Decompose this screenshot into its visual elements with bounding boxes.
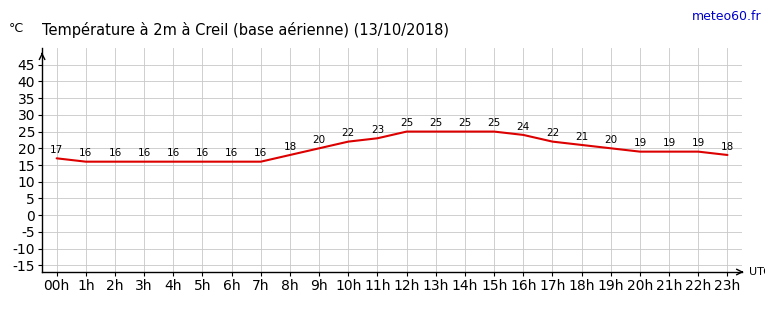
Text: 17: 17 <box>50 145 63 155</box>
Text: 25: 25 <box>429 118 442 128</box>
Text: 20: 20 <box>604 135 617 145</box>
Text: 22: 22 <box>342 128 355 138</box>
Text: 25: 25 <box>400 118 413 128</box>
Text: UTC: UTC <box>750 267 765 277</box>
Text: 16: 16 <box>80 148 93 158</box>
Text: 24: 24 <box>516 122 530 132</box>
Text: 16: 16 <box>196 148 209 158</box>
Text: 16: 16 <box>225 148 238 158</box>
Text: 25: 25 <box>487 118 501 128</box>
Text: 16: 16 <box>254 148 268 158</box>
Text: 18: 18 <box>283 142 297 152</box>
Text: meteo60.fr: meteo60.fr <box>692 10 761 23</box>
Text: 20: 20 <box>313 135 326 145</box>
Text: 19: 19 <box>633 138 646 148</box>
Text: 16: 16 <box>167 148 180 158</box>
Text: 16: 16 <box>138 148 151 158</box>
Text: 23: 23 <box>371 125 384 135</box>
Text: Température à 2m à Creil (base aérienne) (13/10/2018): Température à 2m à Creil (base aérienne)… <box>42 22 449 38</box>
Text: 25: 25 <box>458 118 471 128</box>
Text: 22: 22 <box>546 128 559 138</box>
Text: °C: °C <box>9 22 24 36</box>
Text: 21: 21 <box>575 132 588 142</box>
Text: 18: 18 <box>721 142 734 152</box>
Text: 16: 16 <box>109 148 122 158</box>
Text: 19: 19 <box>692 138 705 148</box>
Text: 19: 19 <box>662 138 675 148</box>
